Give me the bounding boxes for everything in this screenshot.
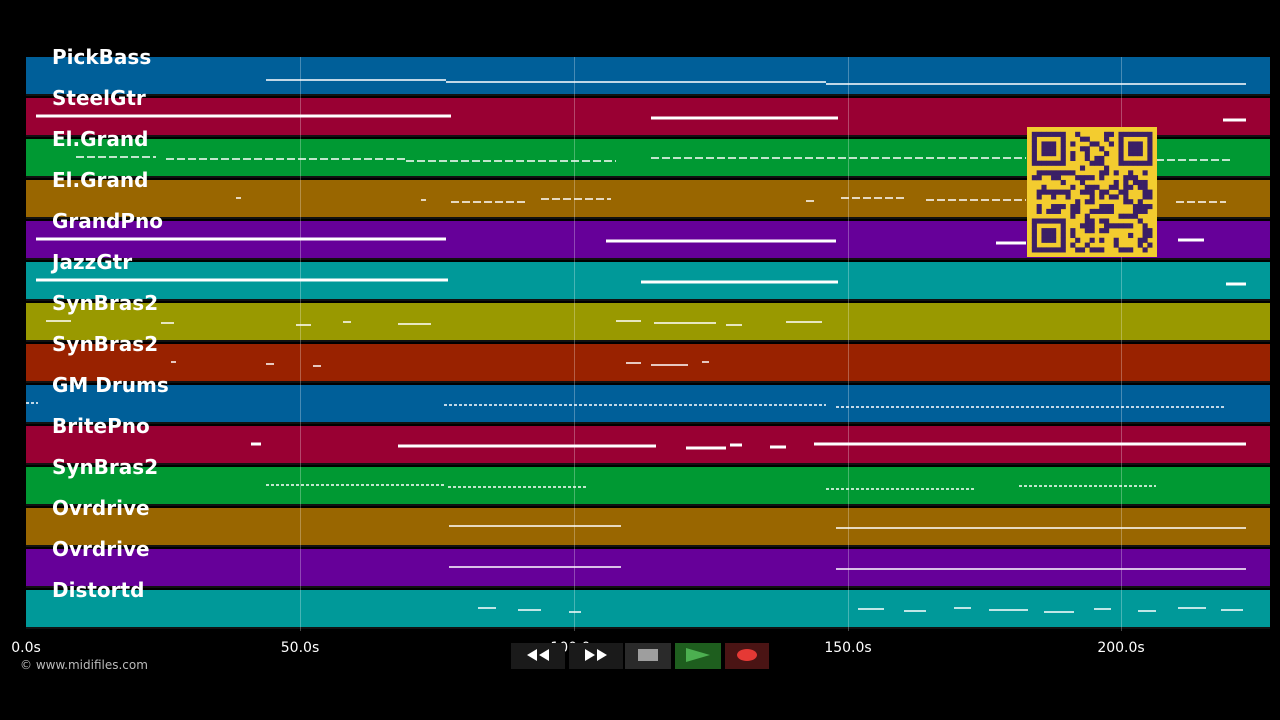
track-notes (36, 278, 1246, 286)
transport-controls (511, 643, 769, 669)
track-label: Ovrdrive (52, 496, 150, 520)
track-label: GM Drums (52, 373, 169, 397)
track-lane (26, 57, 1270, 96)
track-label: Ovrdrive (52, 537, 150, 561)
rewind-button[interactable] (511, 643, 565, 669)
track-lane (26, 303, 1270, 342)
track-label: SynBras2 (52, 455, 159, 479)
track-notes (449, 525, 1246, 529)
track-label: El.Grand (52, 168, 149, 192)
record-icon (736, 648, 758, 665)
qr-code (1027, 127, 1157, 257)
time-tick-label: 0.0s (11, 640, 41, 656)
fast-forward-button[interactable] (569, 643, 623, 669)
track-lane (26, 467, 1270, 506)
track-notes (266, 484, 1156, 490)
track-label: JazzGtr (52, 250, 133, 274)
track-label: BritePno (52, 414, 150, 438)
track-notes (76, 156, 1231, 162)
track-label: El.Grand (52, 127, 149, 151)
track-notes (449, 566, 1246, 570)
track-notes (46, 320, 822, 326)
track-notes (26, 402, 1226, 408)
track-lane (26, 426, 1270, 465)
track-lane (26, 549, 1270, 588)
track-lane (26, 262, 1270, 301)
track-notes (36, 237, 1204, 245)
track-label: SynBras2 (52, 291, 159, 315)
track-lane (26, 590, 1270, 629)
time-tick-label: 150.0s (824, 640, 872, 656)
time-gridline (300, 57, 301, 631)
stop-icon (637, 648, 659, 665)
time-tick-label: 200.0s (1097, 640, 1145, 656)
track-notes (266, 79, 1246, 85)
time-gridline (1121, 57, 1122, 631)
track-notes (251, 442, 1246, 450)
play-icon (685, 647, 711, 666)
track-notes (236, 197, 1226, 203)
fast-forward-icon (581, 648, 611, 665)
track-lane (26, 344, 1270, 383)
track-label: Distortd (52, 578, 145, 602)
track-notes (478, 607, 1243, 613)
play-button[interactable] (675, 643, 721, 669)
time-gridline (848, 57, 849, 631)
track-notes (171, 361, 709, 367)
track-lane (26, 385, 1270, 424)
stop-button[interactable] (625, 643, 671, 669)
track-lane (26, 508, 1270, 547)
track-label: PickBass (52, 45, 152, 69)
track-label: SynBras2 (52, 332, 159, 356)
record-button[interactable] (725, 643, 769, 669)
track-label: SteelGtr (52, 86, 146, 110)
time-tick-label: 50.0s (280, 640, 320, 656)
track-notes (36, 114, 1246, 122)
copyright-text: © www.midifiles.com (20, 658, 148, 672)
track-label: GrandPno (52, 209, 163, 233)
time-gridline (574, 57, 575, 631)
rewind-icon (523, 648, 553, 665)
